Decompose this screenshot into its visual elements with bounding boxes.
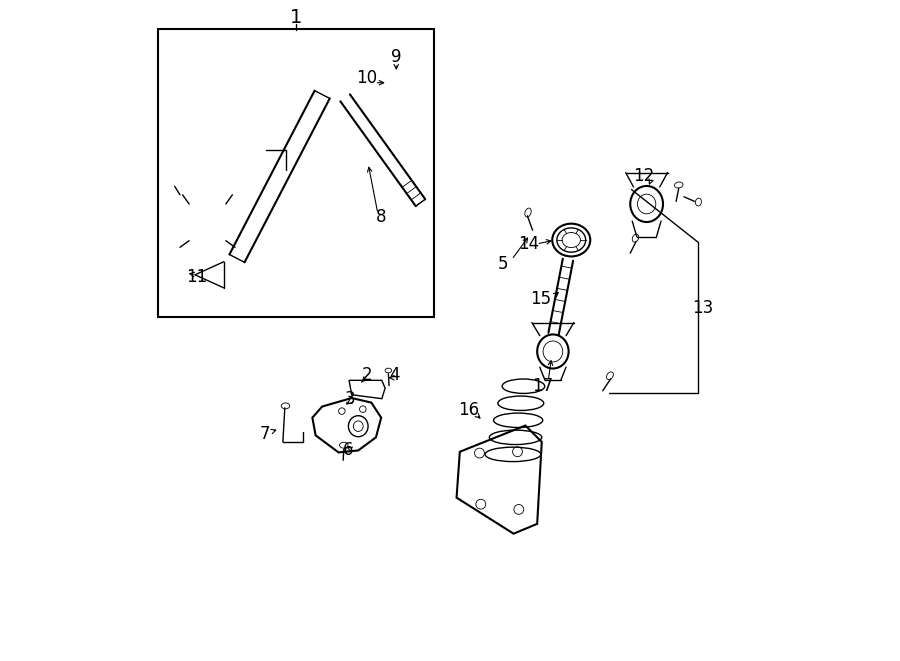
Text: 5: 5 [498,254,508,272]
Ellipse shape [339,442,348,448]
Text: 1: 1 [290,8,302,26]
Text: 4: 4 [389,366,400,384]
Ellipse shape [607,372,614,379]
Ellipse shape [385,368,392,373]
Ellipse shape [525,208,531,217]
Text: 13: 13 [692,299,713,317]
Text: 17: 17 [533,377,554,395]
Text: 10: 10 [356,69,377,87]
Bar [158,29,434,317]
Ellipse shape [674,182,683,188]
Text: 6: 6 [343,441,354,459]
Text: 16: 16 [458,401,480,420]
Text: 12: 12 [633,167,654,186]
Text: 14: 14 [518,235,539,253]
Text: 3: 3 [345,390,356,408]
Ellipse shape [171,182,177,187]
Text: 11: 11 [185,268,207,286]
Text: 15: 15 [530,290,551,308]
Text: 9: 9 [391,48,401,66]
Ellipse shape [696,198,701,206]
Ellipse shape [633,234,639,242]
Text: 8: 8 [376,208,386,226]
Text: 7: 7 [260,425,270,443]
Text: 2: 2 [362,366,372,384]
